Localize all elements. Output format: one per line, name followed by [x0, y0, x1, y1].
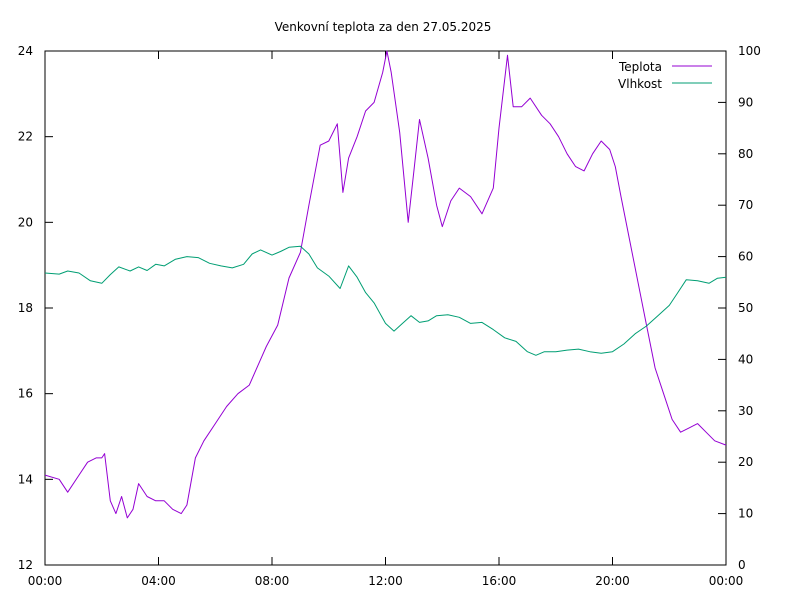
x-tick-label: 04:00	[141, 574, 176, 588]
legend-label-vlhkost: Vlhkost	[618, 77, 662, 91]
legend: Teplota Vlhkost	[618, 60, 712, 91]
x-axis: 00:00 04:00 08:00 12:00 16:00 20:00 00:00	[28, 51, 744, 588]
y-right-tick-label: 90	[738, 95, 753, 109]
x-tick-label: 08:00	[255, 574, 290, 588]
x-tick-label: 00:00	[28, 574, 63, 588]
legend-label-teplota: Teplota	[618, 60, 662, 74]
chart-title: Venkovní teplota za den 27.05.2025	[275, 20, 492, 34]
x-tick-label: 12:00	[368, 574, 403, 588]
x-tick-label: 16:00	[482, 574, 517, 588]
y-axis-left: 12 14 16 18 20 22 24	[18, 44, 53, 572]
y-right-tick-label: 100	[738, 44, 761, 58]
y-right-tick-label: 10	[738, 507, 753, 521]
y-right-tick-label: 80	[738, 147, 753, 161]
y-right-tick-label: 70	[738, 198, 753, 212]
x-tick-label: 20:00	[595, 574, 630, 588]
plot-frame	[44, 50, 727, 566]
y-axis-right: 0 10 20 30 40 50 60 70 80 90 100	[718, 44, 761, 572]
y-right-tick-label: 60	[738, 250, 753, 264]
y-right-tick-label: 0	[738, 558, 746, 572]
series-line-teplota	[44, 50, 727, 519]
y-right-tick-label: 30	[738, 404, 753, 418]
y-left-tick-label: 18	[18, 301, 33, 315]
y-left-tick-label: 22	[18, 130, 33, 144]
series-line-vlhkost	[44, 245, 727, 356]
x-tick-label: 00:00	[709, 574, 744, 588]
series-layer	[44, 50, 727, 519]
y-right-tick-label: 40	[738, 352, 753, 366]
y-right-tick-label: 50	[738, 301, 753, 315]
y-left-tick-label: 16	[18, 387, 33, 401]
y-left-tick-label: 14	[18, 472, 33, 486]
y-left-tick-label: 20	[18, 215, 33, 229]
y-left-tick-label: 24	[18, 44, 33, 58]
y-left-tick-label: 12	[18, 558, 33, 572]
y-right-tick-label: 20	[738, 455, 753, 469]
